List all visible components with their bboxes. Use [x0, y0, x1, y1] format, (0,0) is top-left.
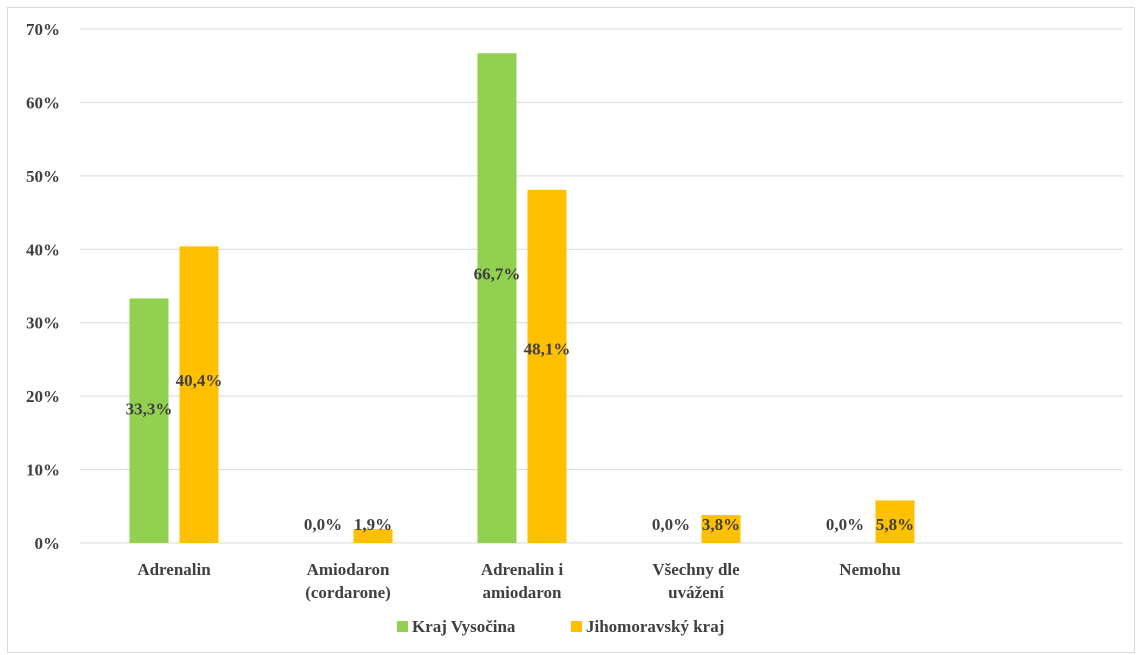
category-label: Adrenalin i: [481, 560, 564, 579]
data-label: 0,0%: [304, 515, 342, 534]
y-tick-label: 60%: [26, 93, 60, 112]
legend-label: Jihomoravský kraj: [586, 617, 724, 636]
data-label: 0,0%: [652, 515, 690, 534]
data-label: 0,0%: [826, 515, 864, 534]
legend-swatch: [571, 621, 582, 632]
data-label: 66,7%: [474, 265, 521, 284]
gridlines: [80, 28, 1123, 544]
data-label: 3,8%: [702, 515, 740, 534]
y-tick-label: 30%: [26, 314, 60, 333]
y-axis-ticks: 0% 10% 20% 30% 40% 50% 60% 70%: [26, 20, 60, 553]
legend-swatch: [397, 621, 408, 632]
data-label: 33,3%: [126, 400, 173, 419]
bar: [129, 298, 169, 543]
data-labels: 33,3%40,4% 0,0% 1,9% 66,7% 48,1% 0,0% 3,8% 0,0%…: [126, 265, 915, 534]
data-label: 48,1%: [524, 340, 571, 359]
y-tick-label: 50%: [26, 167, 60, 186]
category-label: (cordarone): [305, 583, 391, 602]
bar: [477, 53, 517, 543]
bar: [701, 515, 741, 543]
category-label: uvážení: [668, 583, 724, 602]
y-tick-label: 0%: [35, 534, 61, 553]
y-tick-label: 10%: [26, 461, 60, 480]
data-label: 1,9%: [354, 515, 392, 534]
data-label: 40,4%: [176, 371, 223, 390]
category-label: Všechny dle: [652, 560, 740, 579]
category-labels: Adrenalin Amiodaron (cordarone) Adrenalin i…: [137, 560, 900, 602]
legend: Kraj Vysočina Jihomoravský kraj: [397, 617, 724, 636]
bar: [875, 500, 915, 543]
bar: [179, 246, 219, 543]
category-label: amiodaron: [482, 583, 562, 602]
category-label: Amiodaron: [307, 560, 390, 579]
bar: [527, 189, 567, 543]
y-tick-label: 20%: [26, 387, 60, 406]
y-tick-label: 70%: [26, 20, 60, 39]
bar: [353, 529, 393, 543]
data-label: 5,8%: [876, 515, 914, 534]
y-tick-label: 40%: [26, 240, 60, 259]
legend-label: Kraj Vysočina: [412, 617, 516, 636]
category-label: Adrenalin: [137, 560, 211, 579]
bars: [129, 53, 915, 543]
category-label: Nemohu: [839, 560, 900, 579]
